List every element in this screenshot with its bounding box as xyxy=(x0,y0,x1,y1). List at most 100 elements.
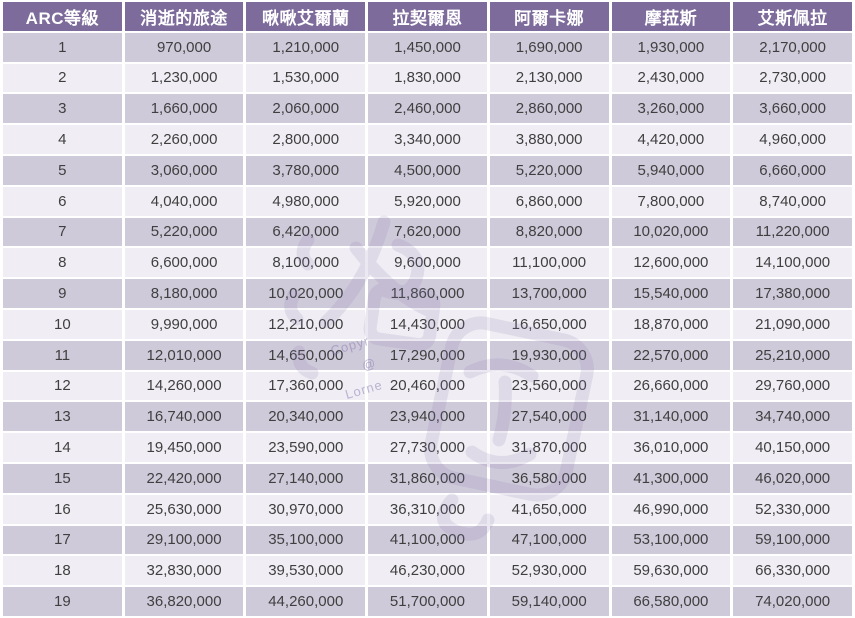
exp-value-cell: 2,170,000 xyxy=(733,32,852,62)
table-row: 9 8,180,000 10,020,000 11,860,000 13,700,000… xyxy=(3,279,852,308)
table-row: 10 9,990,000 12,210,000 14,430,000 16,650,00… xyxy=(3,309,852,339)
table-row: 7 5,220,000 6,420,000 7,620,000 8,820,000 10,… xyxy=(3,217,852,247)
exp-value-cell: 1,830,000 xyxy=(368,63,487,93)
exp-value-cell: 3,780,000 xyxy=(246,155,366,185)
exp-value-cell: 9,990,000 xyxy=(124,309,244,339)
exp-value-cell: 41,650,000 xyxy=(489,494,609,524)
exp-value-cell: 8,100,000 xyxy=(246,248,366,278)
exp-value-cell: 44,260,000 xyxy=(246,587,366,616)
arc-level-cell: 16 xyxy=(3,494,122,524)
exp-value-cell: 29,100,000 xyxy=(124,525,244,555)
exp-value-cell: 26,660,000 xyxy=(611,371,731,401)
exp-value-cell: 10,020,000 xyxy=(611,217,731,247)
table-body: 1 970,000 1,210,000 1,450,000 1,690,000 1,930… xyxy=(3,32,852,616)
column-header-4: 阿爾卡娜 xyxy=(489,2,609,31)
exp-value-cell: 14,100,000 xyxy=(733,248,852,278)
arc-level-cell: 19 xyxy=(3,587,122,616)
exp-value-cell: 16,740,000 xyxy=(124,402,244,432)
arc-level-cell: 4 xyxy=(3,125,122,154)
exp-value-cell: 6,860,000 xyxy=(489,186,609,216)
table-row: 8 6,600,000 8,100,000 9,600,000 11,100,000 12… xyxy=(3,248,852,278)
exp-value-cell: 23,590,000 xyxy=(246,433,366,462)
exp-value-cell: 59,140,000 xyxy=(489,587,609,616)
exp-value-cell: 10,020,000 xyxy=(246,279,366,308)
exp-value-cell: 41,300,000 xyxy=(611,463,731,493)
exp-value-cell: 47,100,000 xyxy=(489,525,609,555)
exp-value-cell: 1,450,000 xyxy=(368,32,487,62)
arc-level-cell: 8 xyxy=(3,248,122,278)
exp-value-cell: 52,930,000 xyxy=(489,556,609,586)
exp-value-cell: 12,010,000 xyxy=(124,340,244,370)
table-row: 3 1,660,000 2,060,000 2,460,000 2,860,000 3,2… xyxy=(3,94,852,124)
column-header-0: ARC等級 xyxy=(3,2,122,31)
table-row: 19 36,820,000 44,260,000 51,700,000 59,140,0… xyxy=(3,587,852,616)
table-row: 12 14,260,000 17,360,000 20,460,000 23,560,0… xyxy=(3,371,852,401)
table-row: 13 16,740,000 20,340,000 23,940,000 27,540,0… xyxy=(3,402,852,432)
exp-value-cell: 34,740,000 xyxy=(733,402,852,432)
exp-value-cell: 36,580,000 xyxy=(489,463,609,493)
exp-value-cell: 4,040,000 xyxy=(124,186,244,216)
exp-value-cell: 3,880,000 xyxy=(489,125,609,154)
exp-value-cell: 18,870,000 xyxy=(611,309,731,339)
exp-value-cell: 51,700,000 xyxy=(368,587,487,616)
exp-value-cell: 66,580,000 xyxy=(611,587,731,616)
exp-value-cell: 8,740,000 xyxy=(733,186,852,216)
exp-value-cell: 11,860,000 xyxy=(368,279,487,308)
exp-value-cell: 3,340,000 xyxy=(368,125,487,154)
exp-value-cell: 23,560,000 xyxy=(489,371,609,401)
exp-value-cell: 19,450,000 xyxy=(124,433,244,462)
exp-value-cell: 36,310,000 xyxy=(368,494,487,524)
exp-value-cell: 31,140,000 xyxy=(611,402,731,432)
exp-value-cell: 1,690,000 xyxy=(489,32,609,62)
exp-value-cell: 1,930,000 xyxy=(611,32,731,62)
column-header-6: 艾斯佩拉 xyxy=(733,2,852,31)
exp-value-cell: 4,980,000 xyxy=(246,186,366,216)
exp-value-cell: 40,150,000 xyxy=(733,433,852,462)
exp-value-cell: 7,620,000 xyxy=(368,217,487,247)
exp-value-cell: 16,650,000 xyxy=(489,309,609,339)
exp-value-cell: 52,330,000 xyxy=(733,494,852,524)
exp-value-cell: 3,260,000 xyxy=(611,94,731,124)
exp-value-cell: 14,260,000 xyxy=(124,371,244,401)
arc-level-cell: 13 xyxy=(3,402,122,432)
table-row: 6 4,040,000 4,980,000 5,920,000 6,860,000 7,8… xyxy=(3,186,852,216)
exp-value-cell: 17,360,000 xyxy=(246,371,366,401)
arc-level-cell: 5 xyxy=(3,155,122,185)
exp-value-cell: 36,820,000 xyxy=(124,587,244,616)
table-row: 5 3,060,000 3,780,000 4,500,000 5,220,000 5,9… xyxy=(3,155,852,185)
exp-value-cell: 2,730,000 xyxy=(733,63,852,93)
arc-level-cell: 10 xyxy=(3,309,122,339)
exp-value-cell: 2,130,000 xyxy=(489,63,609,93)
table-row: 2 1,230,000 1,530,000 1,830,000 2,130,000 2,4… xyxy=(3,63,852,93)
arc-level-cell: 17 xyxy=(3,525,122,555)
table-row: 18 32,830,000 39,530,000 46,230,000 52,930,0… xyxy=(3,556,852,586)
exp-value-cell: 2,800,000 xyxy=(246,125,366,154)
exp-value-cell: 30,970,000 xyxy=(246,494,366,524)
arc-level-cell: 14 xyxy=(3,433,122,462)
exp-value-cell: 5,220,000 xyxy=(489,155,609,185)
exp-value-cell: 4,420,000 xyxy=(611,125,731,154)
arc-level-cell: 2 xyxy=(3,63,122,93)
exp-value-cell: 1,230,000 xyxy=(124,63,244,93)
exp-value-cell: 2,260,000 xyxy=(124,125,244,154)
exp-value-cell: 27,730,000 xyxy=(368,433,487,462)
exp-value-cell: 59,100,000 xyxy=(733,525,852,555)
exp-value-cell: 8,180,000 xyxy=(124,279,244,308)
exp-value-cell: 5,940,000 xyxy=(611,155,731,185)
table-row: 16 25,630,000 30,970,000 36,310,000 41,650,0… xyxy=(3,494,852,524)
column-header-5: 摩菈斯 xyxy=(611,2,731,31)
exp-value-cell: 31,870,000 xyxy=(489,433,609,462)
exp-value-cell: 46,020,000 xyxy=(733,463,852,493)
exp-value-cell: 25,210,000 xyxy=(733,340,852,370)
arc-level-cell: 12 xyxy=(3,371,122,401)
arc-level-cell: 1 xyxy=(3,32,122,62)
exp-value-cell: 74,020,000 xyxy=(733,587,852,616)
exp-value-cell: 39,530,000 xyxy=(246,556,366,586)
exp-value-cell: 5,920,000 xyxy=(368,186,487,216)
exp-value-cell: 12,210,000 xyxy=(246,309,366,339)
column-header-3: 拉契爾恩 xyxy=(368,2,487,31)
exp-value-cell: 15,540,000 xyxy=(611,279,731,308)
exp-value-cell: 27,140,000 xyxy=(246,463,366,493)
exp-value-cell: 22,420,000 xyxy=(124,463,244,493)
